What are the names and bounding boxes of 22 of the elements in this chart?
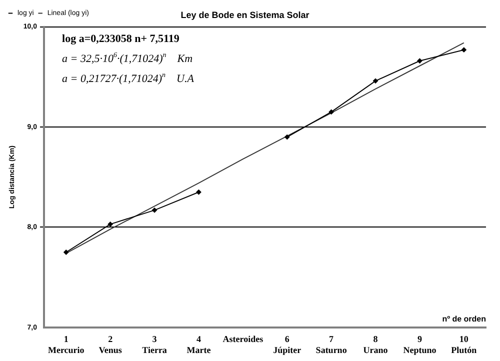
x-tick-label: 9 Neptuno — [403, 334, 437, 355]
x-tick-label: 10 Plutón — [451, 334, 477, 355]
point — [196, 190, 202, 195]
annotation: log a=0,233058 n+ 7,5119 — [62, 32, 180, 45]
point — [64, 250, 69, 255]
x-tick-label: 2 Venus — [98, 334, 122, 355]
x-tick-label: 8 Urano — [363, 334, 388, 355]
x-tick-label: 3 Tierra — [142, 334, 168, 355]
point — [328, 109, 334, 114]
x-tick-label: 7 Saturno — [316, 334, 348, 355]
point — [284, 134, 290, 140]
point — [108, 222, 113, 227]
x-tick-label: 6 Júpiter — [273, 334, 302, 355]
x-tick-label: Asteroides — [222, 334, 264, 344]
point — [417, 58, 422, 64]
chart-title: Ley de Bode en Sistema Solar — [180, 10, 310, 20]
point — [152, 208, 158, 213]
point — [461, 47, 466, 52]
x-axis-title: nº de orden — [442, 314, 486, 324]
point — [373, 78, 378, 84]
x-tick-label: 4 Marte — [186, 334, 211, 355]
x-tick-label: 1 Mercurio — [48, 334, 85, 355]
